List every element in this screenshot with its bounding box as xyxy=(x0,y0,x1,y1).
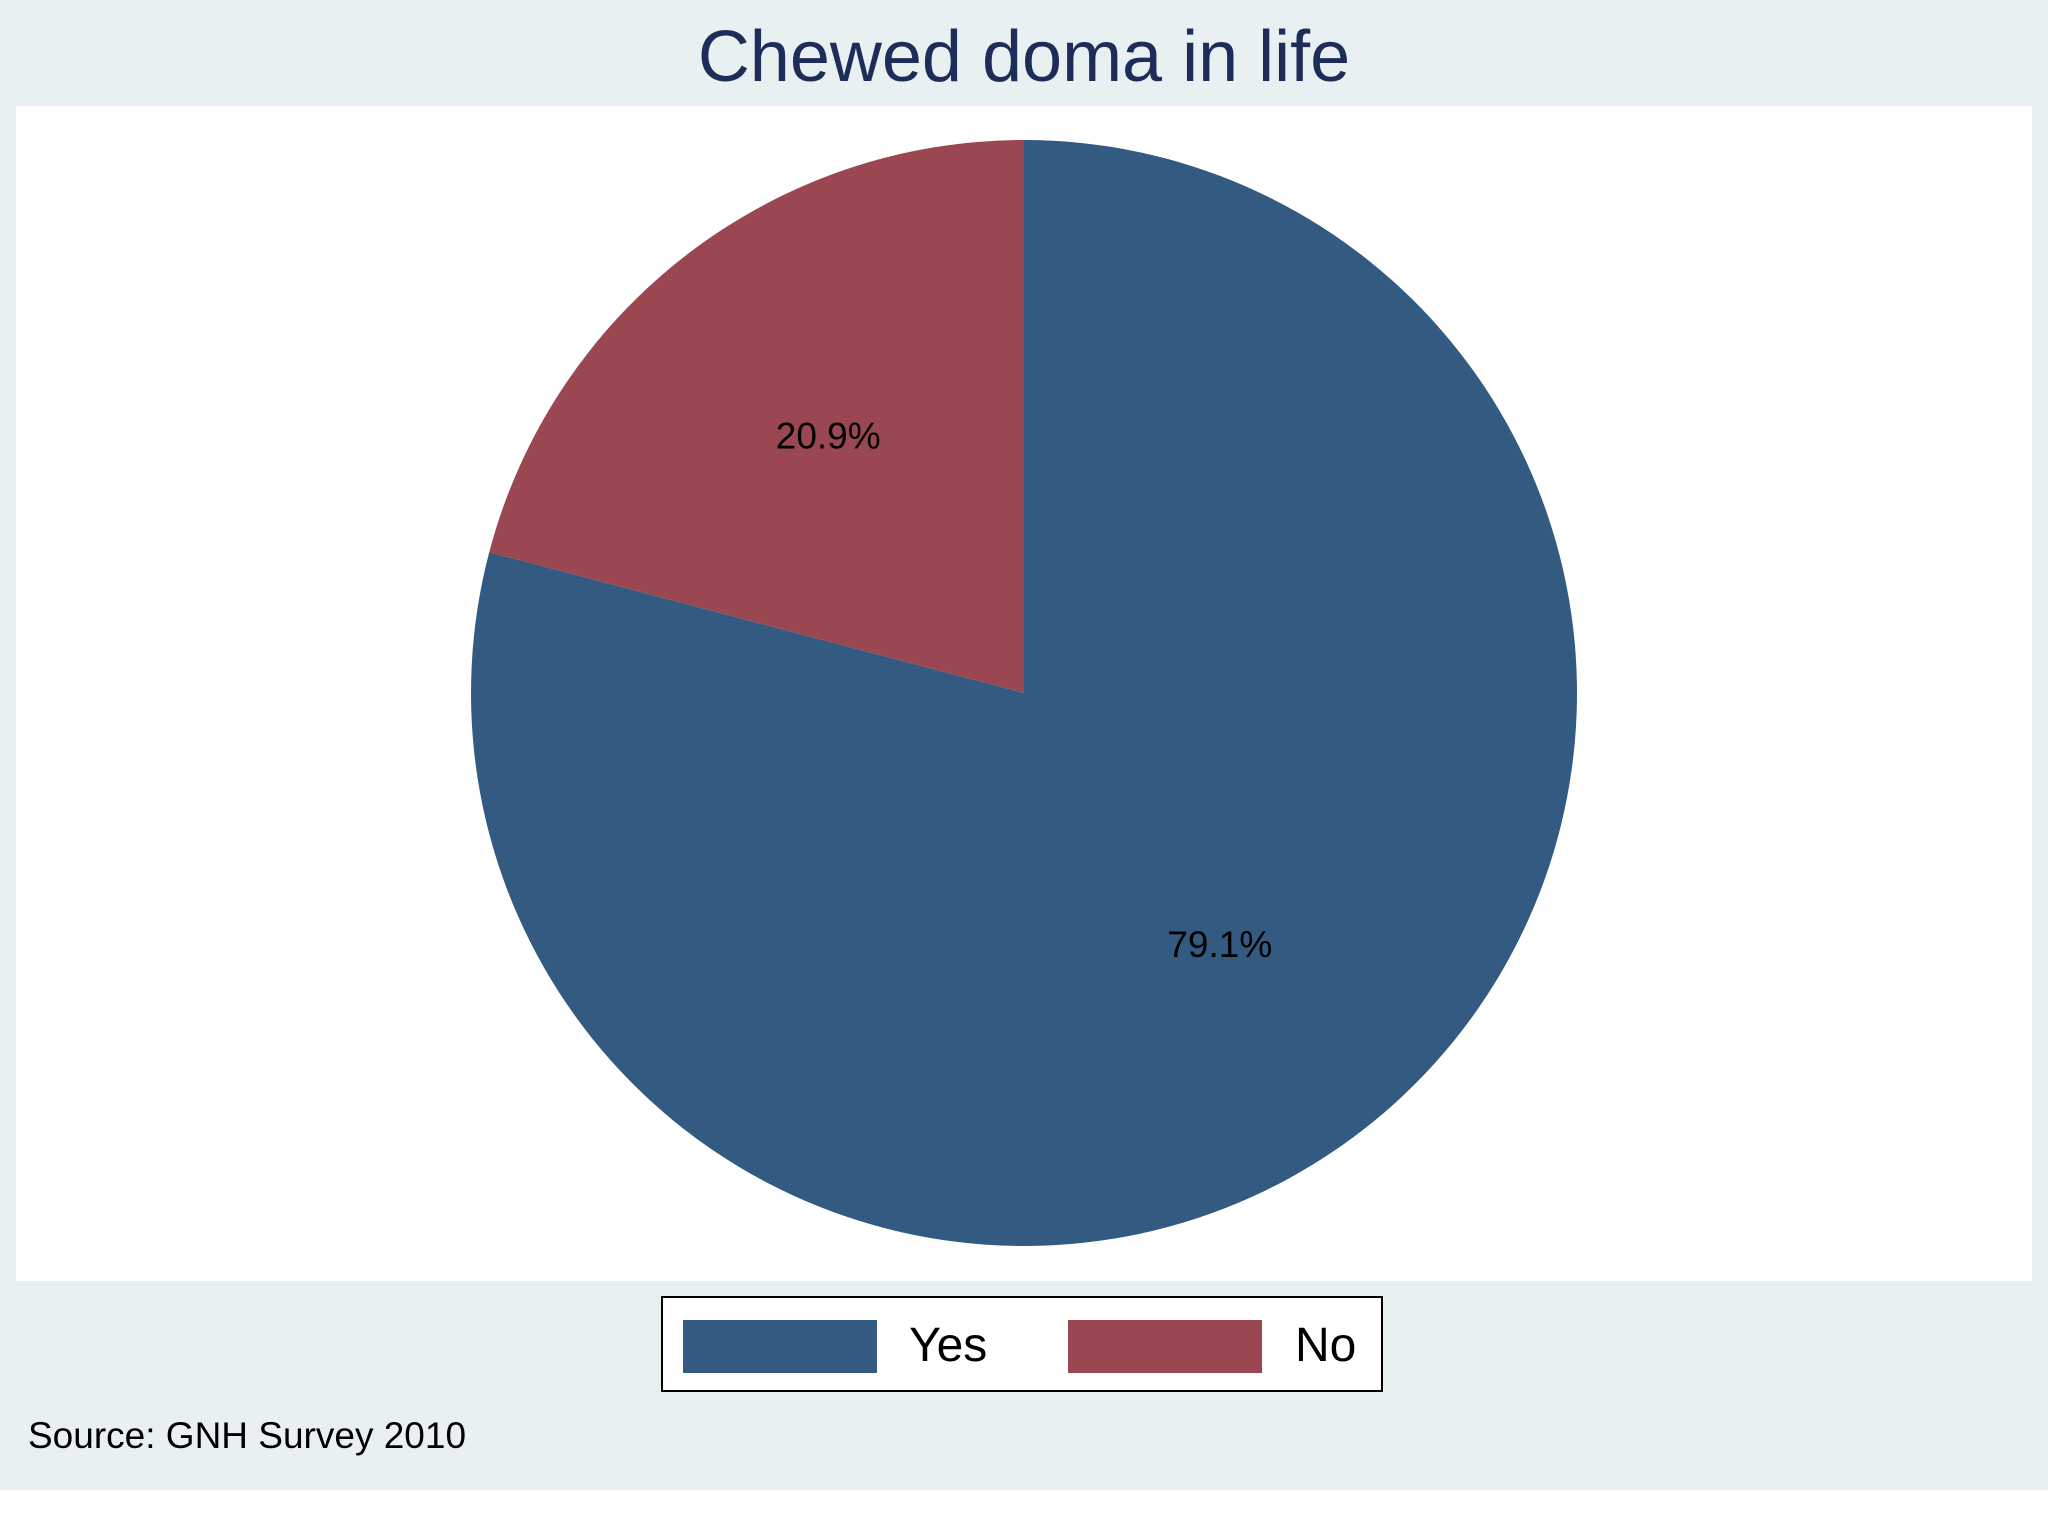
legend-swatch-yes xyxy=(683,1320,877,1373)
pie-slice-no xyxy=(489,140,1024,693)
legend-label-yes: Yes xyxy=(909,1319,988,1372)
legend-label-no: No xyxy=(1295,1319,1357,1372)
pie-chart: 79.1% 20.9% xyxy=(471,140,1577,1246)
legend: Yes No xyxy=(661,1296,1383,1392)
chart-figure: Chewed doma in life 79.1% 20.9% Yes No So… xyxy=(0,0,2048,1490)
slice-label-yes: 79.1% xyxy=(1167,924,1272,965)
source-note: Source: GNH Survey 2010 xyxy=(28,1415,467,1456)
chart-title: Chewed doma in life xyxy=(697,17,1351,97)
plot-region: 79.1% 20.9% xyxy=(16,106,2032,1281)
slice-label-no: 20.9% xyxy=(776,416,881,457)
legend-swatch-no xyxy=(1068,1320,1262,1373)
